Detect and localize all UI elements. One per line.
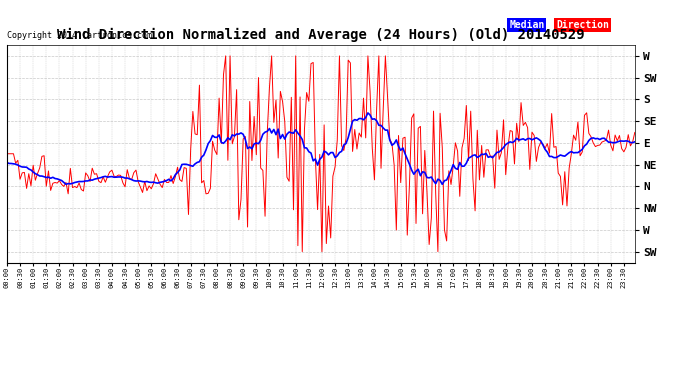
Text: Copyright 2014 Cartronics.com: Copyright 2014 Cartronics.com xyxy=(7,30,152,39)
Title: Wind Direction Normalized and Average (24 Hours) (Old) 20140529: Wind Direction Normalized and Average (2… xyxy=(57,28,584,42)
Text: Median: Median xyxy=(509,20,544,30)
Text: Direction: Direction xyxy=(556,20,609,30)
